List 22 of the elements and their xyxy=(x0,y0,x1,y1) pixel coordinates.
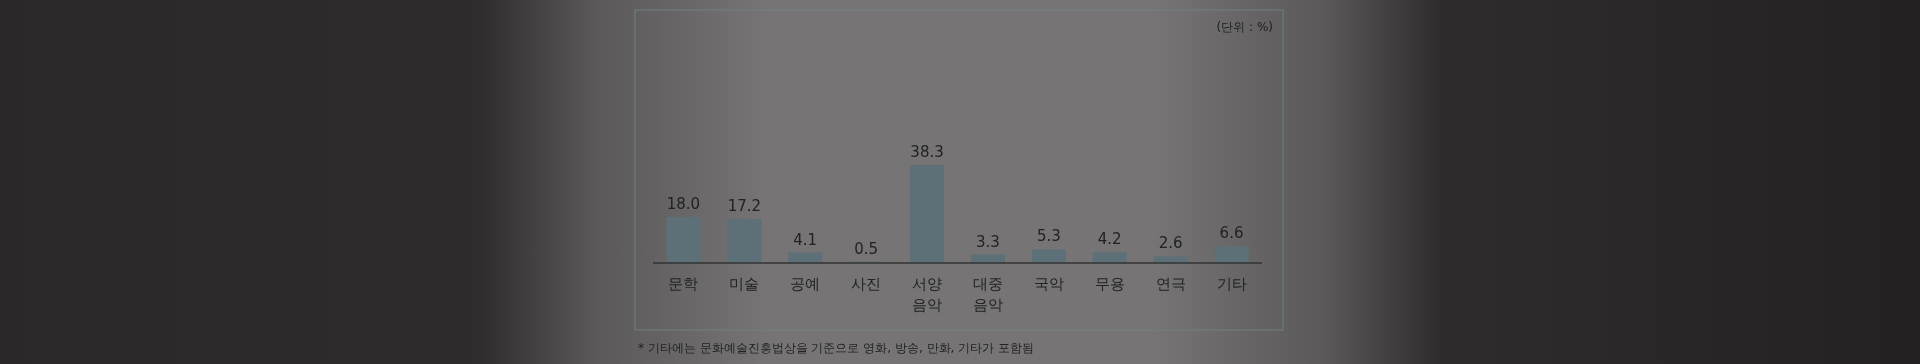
text: (단위 : %) xyxy=(1216,20,1273,34)
data-label: 0.5 xyxy=(854,239,879,258)
data-label: 5.3 xyxy=(1036,227,1061,246)
x-tick-label: 문학 xyxy=(668,275,699,293)
data-label: 6.6 xyxy=(1219,224,1244,243)
x-tick-label: 공예 xyxy=(790,275,821,293)
x-tick-label: 대중 음악 xyxy=(972,275,1003,314)
x-tick-label: 미술 xyxy=(729,275,760,293)
x-tick-label: 무용 xyxy=(1094,275,1125,293)
data-label: 3.3 xyxy=(976,232,1000,251)
data-label: 18.0 xyxy=(666,194,701,213)
data-label: 38.3 xyxy=(910,143,944,161)
x-tick-label: 기타 xyxy=(1216,275,1247,293)
x-tick-label: 연극 xyxy=(1155,275,1186,293)
data-label: 2.6 xyxy=(1158,234,1183,253)
x-tick-label: 국악 xyxy=(1033,275,1064,293)
data-label: 4.1 xyxy=(793,230,818,249)
text: * 기타에는 문화예술진흥법상을 기준으로 영화, 방송, 만화, 기타가 포함됨 xyxy=(638,341,1034,355)
data-label: 4.2 xyxy=(1097,230,1122,249)
data-label: 17.2 xyxy=(727,196,762,215)
x-tick-label: 서양 음악 xyxy=(912,275,943,314)
x-tick-label: 사진 xyxy=(851,275,882,293)
